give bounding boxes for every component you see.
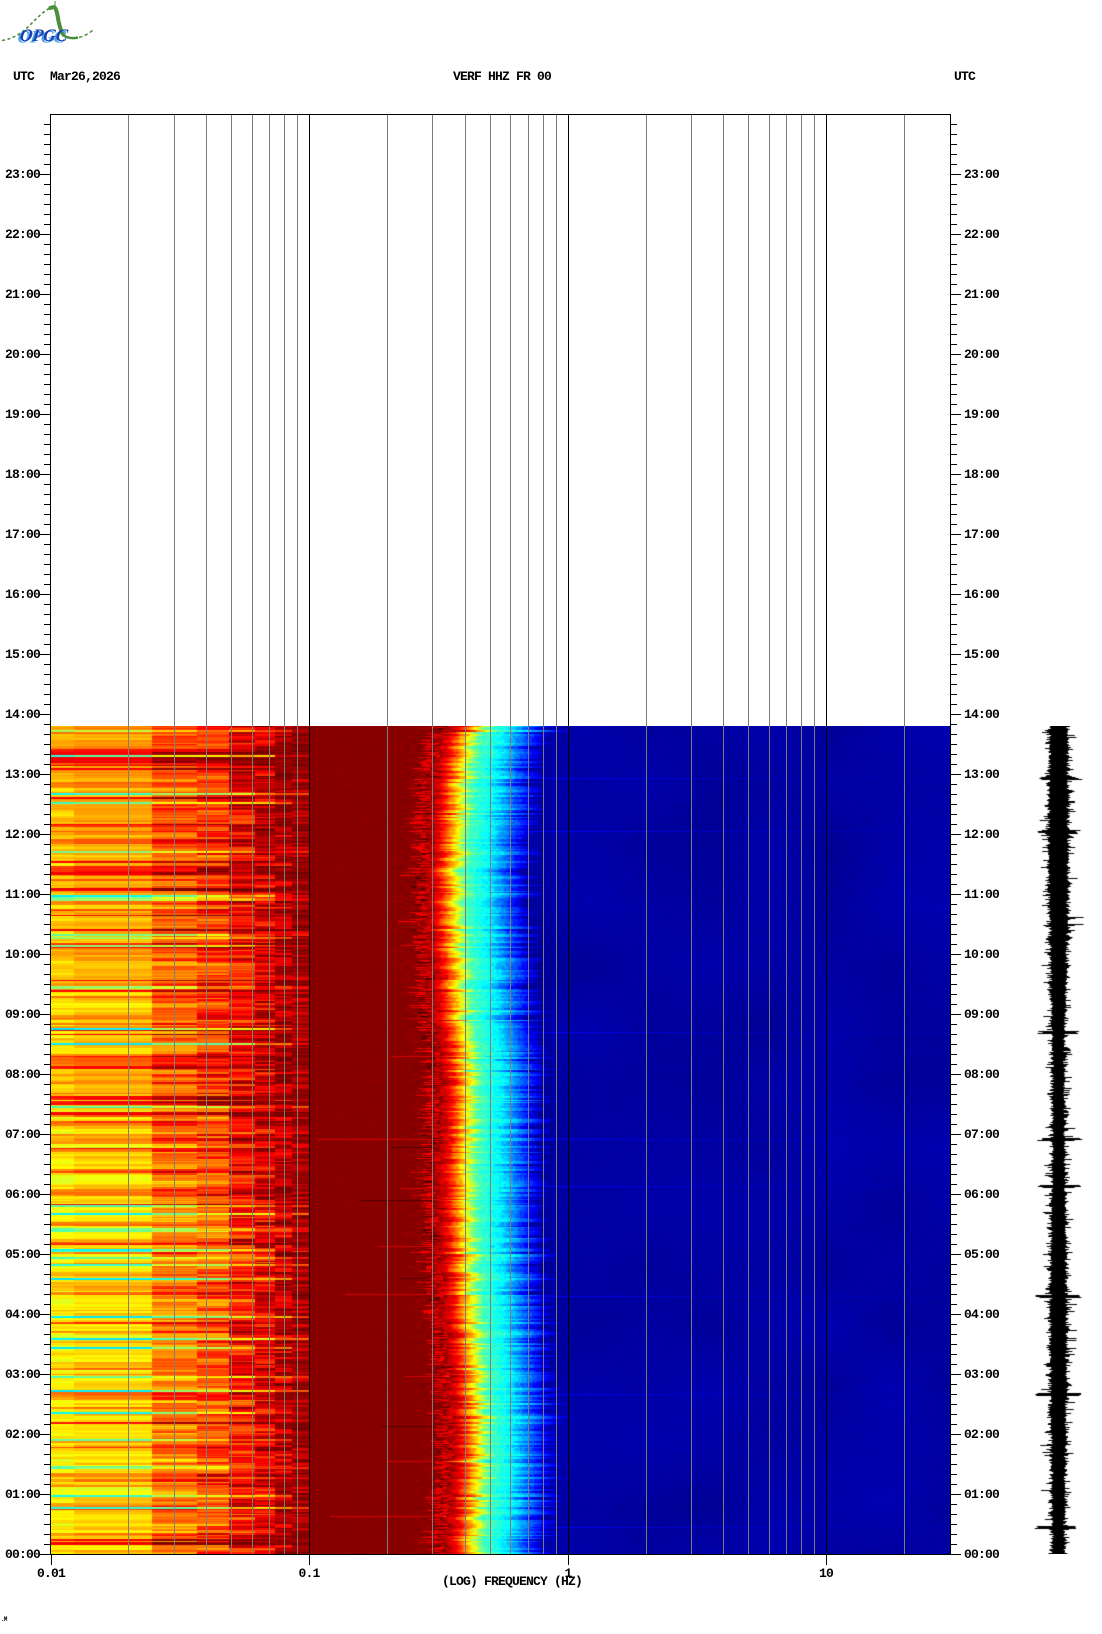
svg-text:OPGC: OPGC: [16, 27, 67, 47]
svg-text:OPGC: OPGC: [19, 25, 70, 45]
